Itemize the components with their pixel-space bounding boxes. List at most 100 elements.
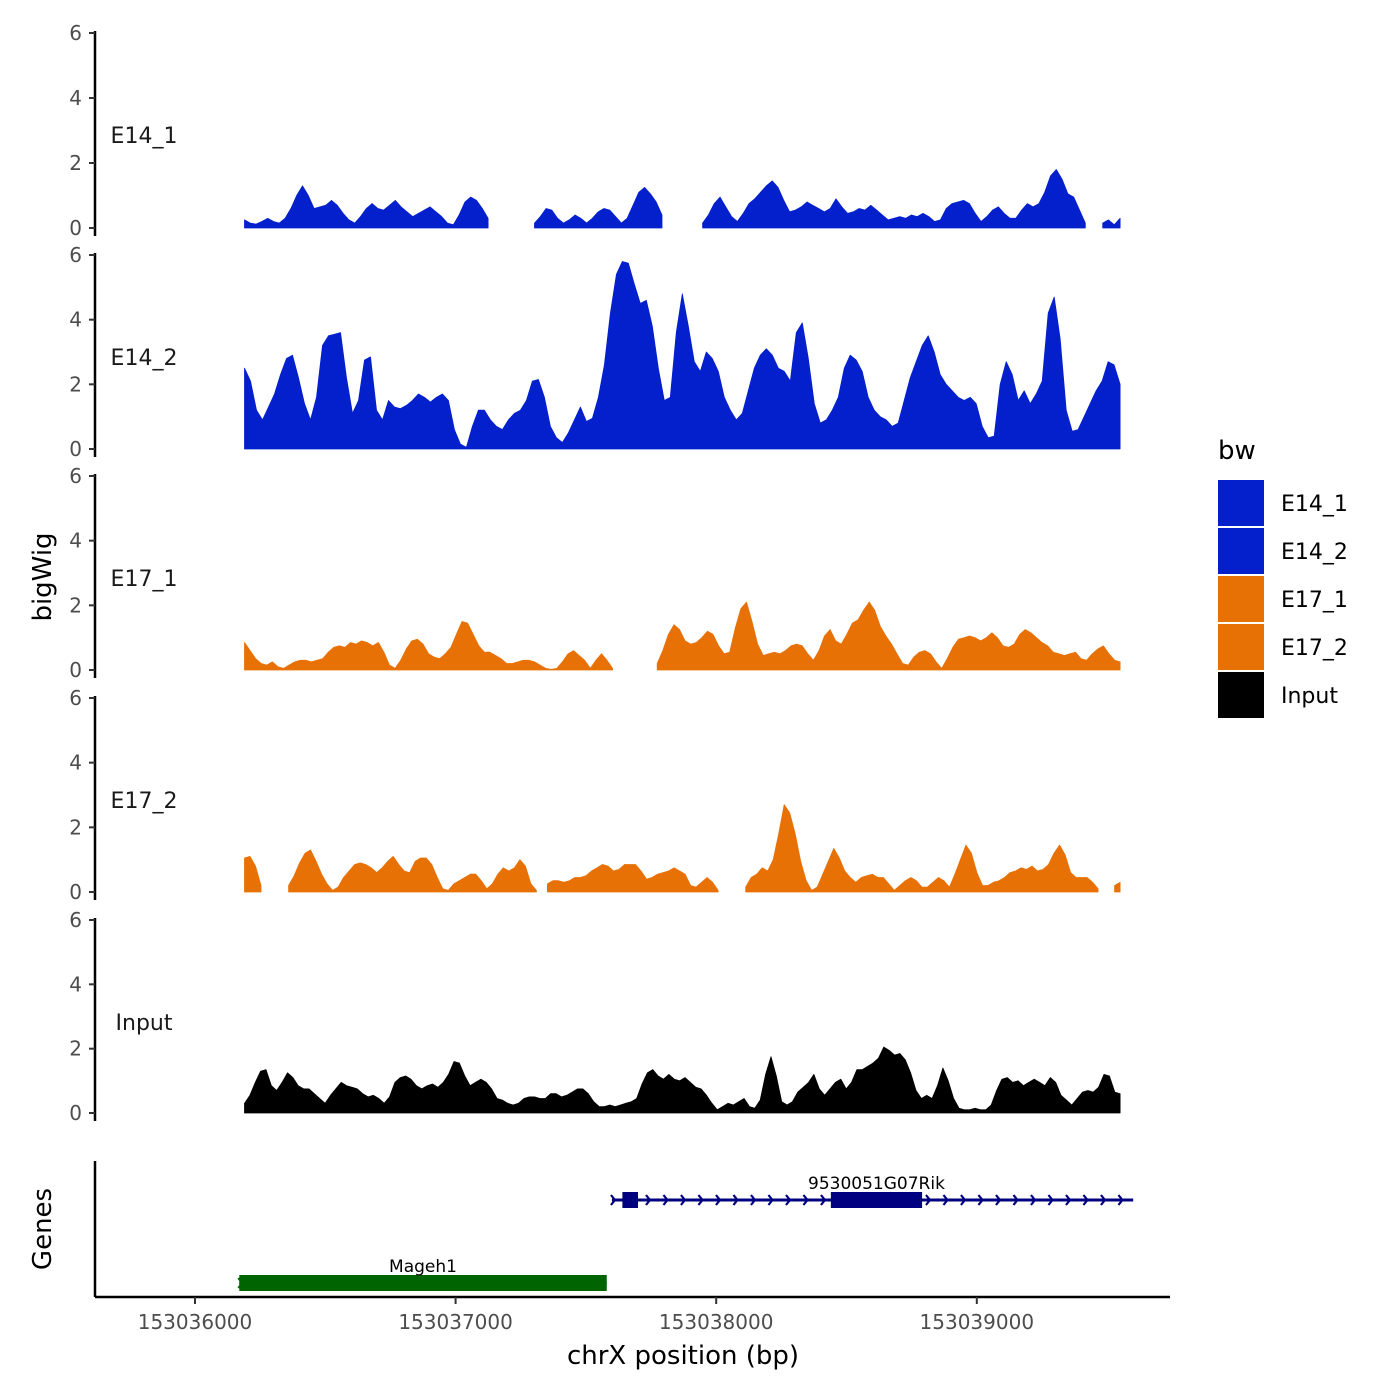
legend-swatch bbox=[1218, 576, 1264, 622]
y-tick-label: 2 bbox=[69, 151, 82, 175]
y-tick-label: 6 bbox=[69, 908, 82, 932]
legend-entry: Input bbox=[1218, 672, 1338, 718]
track-E14_2: 0 2 4 6 E14_2 bbox=[69, 243, 1121, 461]
strand-arrow bbox=[750, 1194, 757, 1206]
track-label: E14_2 bbox=[111, 346, 178, 371]
strand-arrow bbox=[610, 1194, 617, 1206]
strand-arrow bbox=[715, 1194, 722, 1206]
y-tick-label: 0 bbox=[69, 437, 82, 461]
strand-arrow bbox=[645, 1194, 652, 1206]
strand-arrow bbox=[942, 1194, 949, 1206]
strand-arrow bbox=[1012, 1194, 1019, 1206]
strand-arrow bbox=[1100, 1194, 1107, 1206]
strand-arrow bbox=[1065, 1194, 1072, 1206]
legend-entry: E14_1 bbox=[1218, 480, 1348, 526]
strand-arrow bbox=[1047, 1194, 1054, 1206]
signal-area-E14_2 bbox=[244, 261, 1121, 450]
gene-label: 9530051G07Rik bbox=[808, 1174, 945, 1194]
legend-swatch bbox=[1218, 624, 1264, 670]
strand-arrow bbox=[732, 1194, 739, 1206]
legend-label: Input bbox=[1281, 684, 1338, 709]
signal-area-Input bbox=[244, 1046, 1121, 1114]
gene-9530051G07Rik: 9530051G07Rik bbox=[610, 1174, 1134, 1208]
legend-label: E17_2 bbox=[1281, 636, 1348, 661]
y-tick-label: 2 bbox=[69, 593, 82, 617]
strand-arrow bbox=[820, 1194, 827, 1206]
x-axis: 153036000 153037000 153038000 153039000 bbox=[95, 1295, 1170, 1334]
strand-arrow bbox=[1030, 1194, 1037, 1206]
y-tick-label: 2 bbox=[69, 372, 82, 396]
legend-label: E14_1 bbox=[1281, 492, 1348, 517]
legend: bw E14_1 E14_2 E17_1 E17_2 Input bbox=[1218, 436, 1348, 718]
track-E14_1: 0 2 4 6 E14_1 bbox=[69, 21, 1121, 240]
signal-area-E14_1 bbox=[244, 185, 489, 229]
legend-swatch bbox=[1218, 672, 1264, 718]
strand-arrow bbox=[697, 1194, 704, 1206]
y-tick-label: 6 bbox=[69, 243, 82, 267]
strand-arrow bbox=[977, 1194, 984, 1206]
track-label: E17_1 bbox=[111, 567, 178, 592]
signal-area-E17_1 bbox=[656, 601, 1121, 671]
gene-label: Mageh1 bbox=[389, 1257, 457, 1277]
x-tick-label: 153036000 bbox=[138, 1310, 253, 1334]
track-Input: 0 2 4 6 Input bbox=[69, 908, 1121, 1125]
strand-arrow bbox=[925, 1194, 932, 1206]
strand-arrow bbox=[1082, 1194, 1089, 1206]
strand-arrow bbox=[802, 1194, 809, 1206]
exon bbox=[830, 1192, 923, 1208]
strand-arrow bbox=[995, 1194, 1002, 1206]
legend-title: bw bbox=[1218, 436, 1256, 466]
strand-arrow bbox=[680, 1194, 687, 1206]
strand-arrow bbox=[785, 1194, 792, 1206]
y-tick-label: 0 bbox=[69, 1101, 82, 1125]
strand-arrow bbox=[1117, 1194, 1124, 1206]
track-label: E14_1 bbox=[111, 124, 178, 149]
track-label: Input bbox=[116, 1011, 173, 1036]
track-E17_1: 0 2 4 6 E17_1 bbox=[69, 464, 1121, 682]
y-tick-label: 2 bbox=[69, 1037, 82, 1061]
y-tick-label: 4 bbox=[69, 529, 82, 553]
genes-panel: 9530051G07Rik Mageh1 bbox=[93, 1161, 1134, 1297]
legend-label: E17_1 bbox=[1281, 588, 1348, 613]
strand-arrow bbox=[662, 1194, 669, 1206]
signal-area-E17_2 bbox=[288, 849, 537, 893]
signal-area-E17_2 bbox=[1114, 881, 1121, 893]
legend-entry: E17_1 bbox=[1218, 576, 1348, 622]
signal-area-E17_2 bbox=[547, 864, 719, 893]
y-tick-label: 4 bbox=[69, 972, 82, 996]
exon bbox=[239, 1275, 607, 1291]
y-tick-label: 6 bbox=[69, 686, 82, 710]
x-axis-title: chrX position (bp) bbox=[567, 1341, 799, 1371]
y-tick-label: 6 bbox=[69, 464, 82, 488]
signal-area-E14_1 bbox=[534, 187, 663, 229]
signal-area-E17_1 bbox=[244, 621, 613, 671]
x-tick-label: 153037000 bbox=[398, 1310, 513, 1334]
y-tick-label: 4 bbox=[69, 86, 82, 110]
track-label: E17_2 bbox=[111, 789, 178, 814]
x-tick-label: 153039000 bbox=[920, 1310, 1035, 1334]
signal-area-E17_2 bbox=[244, 856, 262, 893]
tracks-layer: 0 2 4 6 E14_1 0 2 4 6 E14_2 0 2 4 6 E17_1 0 2 4 6 E17_2 0 2 4 6… bbox=[69, 21, 1121, 1125]
genes-axis-title: Genes bbox=[28, 1188, 58, 1270]
strand-arrow bbox=[960, 1194, 967, 1206]
legend-swatch bbox=[1218, 528, 1264, 574]
signal-area-E14_1 bbox=[702, 169, 1086, 229]
y-tick-label: 4 bbox=[69, 308, 82, 332]
signal-area-E17_2 bbox=[745, 804, 1099, 893]
track-E17_2: 0 2 4 6 E17_2 bbox=[69, 686, 1121, 904]
x-tick-label: 153038000 bbox=[659, 1310, 774, 1334]
legend-swatch bbox=[1218, 480, 1264, 526]
strand-arrow bbox=[767, 1194, 774, 1206]
exon bbox=[622, 1192, 639, 1208]
signal-area-E14_1 bbox=[1102, 217, 1121, 229]
y-tick-label: 0 bbox=[69, 880, 82, 904]
y-tick-label: 2 bbox=[69, 815, 82, 839]
y-axis-title: bigWig bbox=[28, 532, 58, 621]
y-tick-label: 6 bbox=[69, 21, 82, 45]
y-tick-label: 0 bbox=[69, 658, 82, 682]
y-tick-label: 4 bbox=[69, 751, 82, 775]
legend-entry: E17_2 bbox=[1218, 624, 1348, 670]
y-tick-label: 0 bbox=[69, 216, 82, 240]
gene-Mageh1: Mageh1 bbox=[237, 1257, 607, 1291]
